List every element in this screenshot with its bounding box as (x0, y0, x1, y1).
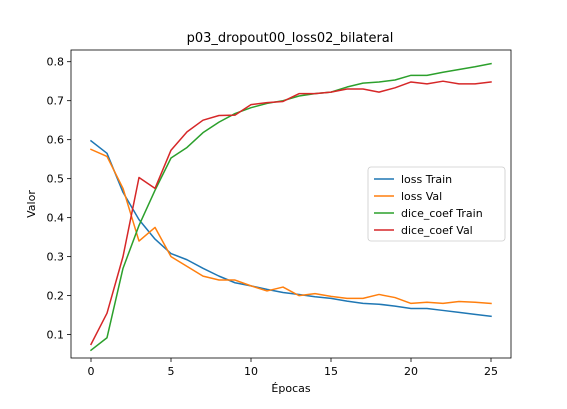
x-tick-label: 25 (484, 365, 498, 378)
y-tick-label: 0.8 (47, 56, 65, 69)
legend-entry-label: dice_coef Train (401, 207, 483, 220)
legend-entry-label: loss Val (401, 190, 442, 203)
y-axis-ticks: 0.1 0.2 0.3 0.4 0.5 0.6 0.7 0.8 (47, 56, 71, 342)
series-line-loss-val (90, 148, 492, 305)
legend-box (367, 166, 506, 242)
plot-frame (70, 49, 512, 359)
y-tick-label: 0.1 (47, 329, 65, 342)
legend-entry-label: dice_coef Val (401, 224, 473, 237)
y-tick-label: 0.2 (47, 290, 65, 303)
y-tick-label: 0.4 (47, 212, 65, 225)
x-tick-label: 15 (324, 365, 338, 378)
x-axis-label: Épocas (271, 382, 310, 395)
x-tick-label: 0 (88, 365, 95, 378)
chart-title: p03_dropout00_loss02_bilateral (187, 31, 394, 46)
y-tick-label: 0.5 (47, 173, 65, 186)
y-axis-label: Valor (25, 190, 38, 218)
series-line-loss-train (89, 139, 492, 318)
x-tick-label: 5 (168, 365, 175, 378)
y-tick-label: 0.6 (47, 134, 65, 147)
legend: loss Train loss Val dice_coef Train dice_co… (367, 166, 506, 242)
series-line-dice-coef-val (89, 80, 492, 346)
x-axis-ticks: 0 5 10 15 20 25 (88, 358, 498, 378)
y-tick-label: 0.7 (47, 95, 65, 108)
x-tick-label: 20 (404, 365, 418, 378)
plot-area (89, 62, 492, 352)
x-tick-label: 10 (244, 365, 258, 378)
legend-entry-label: loss Train (401, 173, 452, 186)
y-tick-label: 0.3 (47, 251, 65, 264)
